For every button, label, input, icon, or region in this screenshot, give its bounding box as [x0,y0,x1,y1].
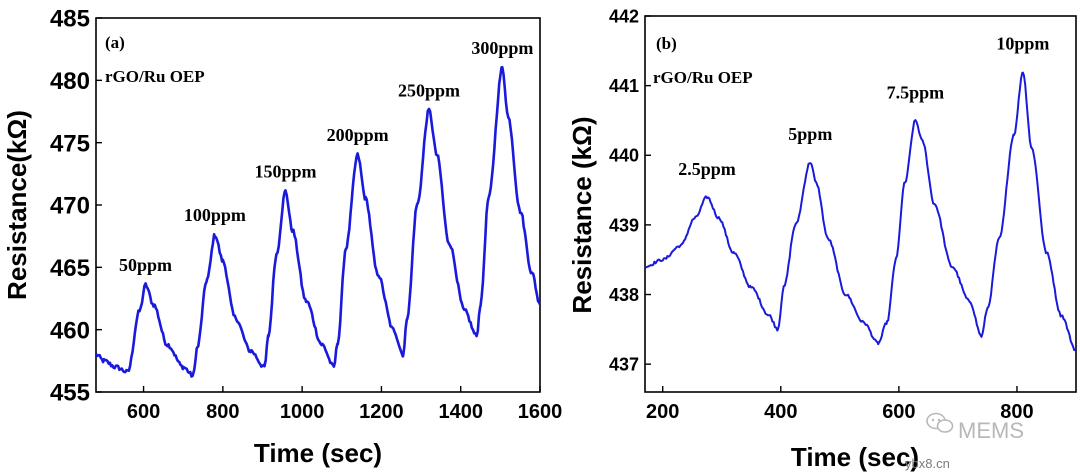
x-tick-label-a: 1400 [438,401,483,423]
y-tick-label-a: 465 [50,255,90,282]
y-tick-label-a: 480 [50,68,90,95]
plot-frame-b [644,15,1077,393]
peak-label-b: 7.5ppm [887,82,945,102]
x-tick-label-a: 1600 [518,401,563,423]
watermark: MEMS ybx8.cn [905,412,1024,471]
x-axis-title-a: Time (sec) [254,438,382,468]
x-tick-label-a: 600 [127,401,160,423]
y-tick-label-b: 439 [609,215,639,235]
x-tick-label-a: 1000 [280,401,325,423]
y-axis-title-a: Resistance(kΩ) [2,110,32,300]
y-tick-label-b: 437 [609,355,639,375]
peak-label-a: 100ppm [184,205,246,225]
x-axis-title-b: Time (sec) [791,442,919,472]
y-tick-label-a: 475 [50,130,90,157]
watermark-site-text: ybx8.cn [905,456,950,471]
x-tick-label-a: 1200 [359,401,404,423]
wechat-icon [926,412,954,433]
series-line-b-0 [645,71,1076,352]
peak-label-a: 250ppm [398,80,460,100]
panel-b: 200 400 600 800 437 438 439 440 441 442 Time (sec)… [567,6,1077,472]
y-tick-label-a: 460 [50,317,90,344]
peak-label-b: 5ppm [788,124,832,144]
peak-label-b: 2.5ppm [678,159,736,179]
x-tick-label-b: 600 [882,401,915,423]
panel-a: 600 800 1000 1200 1400 1600 455 460 465 470 475 480… [2,6,562,468]
x-tick-label-b: 800 [1000,401,1033,423]
y-tick-label-a: 455 [50,380,90,407]
x-tick-label-a: 800 [206,401,239,423]
sample-label-a: rGO/Ru OEP [105,67,205,86]
y-tick-label-b: 442 [609,6,639,26]
peak-label-a: 50ppm [119,255,172,275]
peak-label-b: 10ppm [996,34,1049,54]
panel-label-b: (b) [656,34,677,53]
panel-label-a: (a) [105,33,125,52]
x-tick-label-b: 200 [646,401,679,423]
peak-label-a: 300ppm [471,38,533,58]
series-line-a-0 [96,65,540,378]
peak-label-a: 200ppm [327,125,389,145]
y-tick-label-a: 485 [50,6,90,33]
sample-label-b: rGO/Ru OEP [653,68,753,87]
y-tick-label-b: 438 [609,285,639,305]
y-tick-label-b: 441 [609,76,639,96]
peak-label-a: 150ppm [254,161,316,181]
y-tick-label-b: 440 [609,146,639,166]
y-axis-title-b: Resistance (kΩ) [567,116,597,313]
x-tick-label-b: 400 [764,401,797,423]
watermark-logo-text: MEMS [958,418,1024,443]
y-tick-label-a: 470 [50,193,90,220]
